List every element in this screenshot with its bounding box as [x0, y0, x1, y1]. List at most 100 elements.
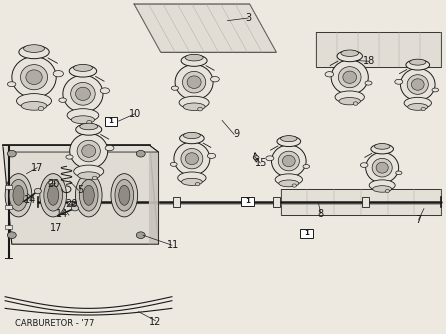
Ellipse shape [339, 67, 361, 88]
Ellipse shape [67, 109, 99, 122]
Ellipse shape [207, 153, 216, 158]
Ellipse shape [406, 60, 429, 70]
Ellipse shape [53, 70, 63, 77]
Polygon shape [316, 32, 441, 67]
Bar [5, 185, 12, 189]
Ellipse shape [9, 179, 28, 211]
Ellipse shape [185, 54, 203, 61]
Circle shape [136, 232, 145, 238]
Text: 1: 1 [108, 118, 113, 124]
Ellipse shape [75, 87, 91, 101]
Ellipse shape [21, 102, 47, 110]
Ellipse shape [211, 76, 219, 82]
Ellipse shape [70, 133, 108, 169]
Text: CARBURETOR - '77: CARBURETOR - '77 [15, 320, 94, 329]
Circle shape [8, 232, 16, 238]
Text: 20: 20 [47, 179, 59, 189]
Circle shape [49, 181, 55, 185]
Ellipse shape [275, 174, 302, 185]
Circle shape [38, 107, 44, 111]
Ellipse shape [74, 165, 104, 178]
Ellipse shape [180, 133, 204, 144]
Ellipse shape [170, 162, 177, 166]
Ellipse shape [278, 151, 299, 171]
Ellipse shape [175, 64, 213, 100]
Ellipse shape [272, 145, 306, 177]
Ellipse shape [325, 71, 334, 77]
Text: 5: 5 [77, 185, 83, 195]
Bar [5, 205, 12, 209]
Circle shape [254, 156, 259, 160]
Ellipse shape [71, 116, 95, 124]
Ellipse shape [48, 185, 59, 205]
Ellipse shape [69, 65, 97, 77]
Text: 15: 15 [255, 158, 267, 168]
Ellipse shape [21, 64, 48, 90]
Ellipse shape [79, 179, 98, 211]
Ellipse shape [185, 153, 198, 165]
Ellipse shape [183, 103, 205, 111]
Text: 1: 1 [245, 198, 250, 204]
Ellipse shape [182, 71, 206, 93]
Text: 10: 10 [129, 110, 141, 120]
Ellipse shape [281, 136, 297, 142]
Ellipse shape [181, 149, 203, 169]
Ellipse shape [82, 145, 96, 157]
Ellipse shape [396, 171, 402, 175]
Ellipse shape [24, 45, 45, 52]
Ellipse shape [63, 75, 103, 113]
Ellipse shape [26, 70, 42, 85]
Circle shape [34, 188, 41, 194]
Ellipse shape [174, 142, 210, 175]
Circle shape [421, 108, 425, 111]
Ellipse shape [59, 98, 66, 102]
Ellipse shape [277, 136, 301, 147]
Ellipse shape [100, 88, 110, 94]
Circle shape [385, 189, 389, 193]
Ellipse shape [76, 124, 102, 135]
Ellipse shape [71, 82, 95, 105]
Ellipse shape [12, 56, 56, 98]
Ellipse shape [182, 178, 202, 185]
Ellipse shape [78, 172, 100, 179]
Circle shape [195, 182, 200, 186]
Text: 17: 17 [31, 163, 43, 173]
Ellipse shape [279, 180, 299, 187]
Ellipse shape [366, 152, 399, 183]
Ellipse shape [339, 98, 360, 105]
Ellipse shape [179, 96, 209, 109]
Circle shape [353, 102, 358, 105]
Ellipse shape [371, 144, 393, 154]
Ellipse shape [178, 172, 206, 184]
Text: 14: 14 [56, 208, 68, 218]
Ellipse shape [105, 145, 114, 151]
Ellipse shape [183, 132, 200, 139]
Ellipse shape [411, 79, 424, 90]
Text: 8: 8 [318, 208, 324, 218]
Ellipse shape [408, 104, 428, 110]
Circle shape [92, 176, 97, 180]
Ellipse shape [303, 165, 310, 168]
Circle shape [68, 201, 74, 206]
Text: 3: 3 [246, 13, 252, 23]
Ellipse shape [74, 64, 92, 71]
Ellipse shape [40, 174, 66, 217]
Polygon shape [281, 189, 441, 215]
Text: 17: 17 [50, 222, 62, 232]
Ellipse shape [407, 75, 428, 94]
Text: 11: 11 [167, 240, 179, 250]
Ellipse shape [376, 162, 388, 173]
Ellipse shape [83, 185, 94, 205]
Ellipse shape [266, 156, 274, 161]
FancyBboxPatch shape [105, 117, 117, 126]
Ellipse shape [337, 50, 363, 62]
Ellipse shape [181, 55, 207, 66]
Text: 9: 9 [233, 129, 240, 139]
Ellipse shape [8, 82, 16, 87]
Text: 7: 7 [416, 215, 422, 225]
Ellipse shape [365, 81, 372, 85]
Text: 18: 18 [363, 56, 375, 66]
Bar [84, 197, 91, 207]
Ellipse shape [432, 88, 438, 92]
Ellipse shape [401, 68, 435, 101]
